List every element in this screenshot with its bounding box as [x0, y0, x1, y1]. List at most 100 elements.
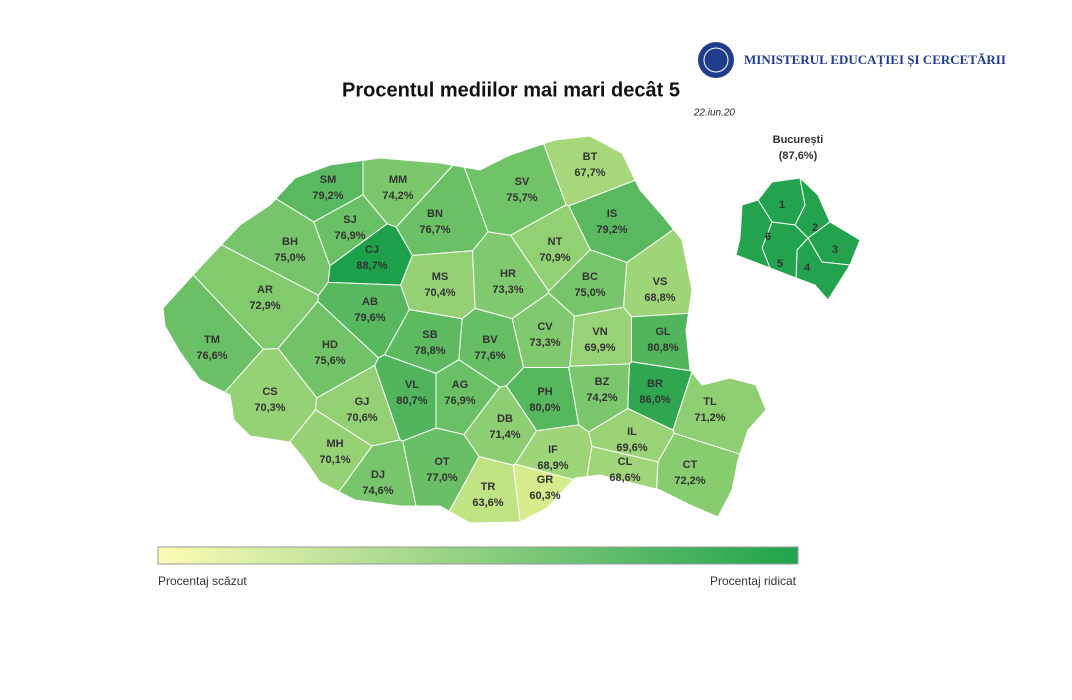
county-value: 76,9% [444, 395, 475, 407]
county-code: HR [500, 268, 516, 280]
counties [162, 135, 767, 524]
county [162, 274, 264, 393]
sector-label: 5 [777, 258, 783, 270]
county-code: TM [204, 334, 220, 346]
labels: SM 79,2% MM 74,2% BT 67,7% SV 75,7% BN 76,7% SJ 76,… [196, 151, 725, 509]
county-value: 69,9% [584, 342, 615, 354]
date: 22.iun.20 [693, 108, 736, 119]
legend-low: Procentaj scăzut [158, 574, 247, 588]
county-code: BT [583, 151, 598, 163]
county-code: AG [452, 379, 469, 391]
county-value: 74,2% [382, 190, 413, 202]
county-code: IF [548, 444, 558, 456]
sector-label: 2 [812, 222, 818, 234]
county-code: BV [482, 334, 498, 346]
county-code: BZ [595, 376, 610, 388]
county-value: 77,6% [474, 350, 505, 362]
county-value: 68,8% [644, 292, 675, 304]
county-code: GL [655, 326, 671, 338]
county-code: DJ [371, 469, 385, 481]
county-value: 80,8% [647, 342, 678, 354]
county-value: 74,2% [586, 392, 617, 404]
county-value: 76,7% [419, 224, 450, 236]
sector [735, 199, 773, 269]
county-code: CJ [365, 244, 379, 256]
county-value: 75,0% [574, 287, 605, 299]
county-value: 71,4% [489, 429, 520, 441]
county-code: BH [282, 236, 298, 248]
county-code: DB [497, 413, 513, 425]
county-code: SM [320, 174, 337, 186]
county-value: 73,3% [529, 337, 560, 349]
bucharest-name: București [773, 134, 824, 146]
county-code: CL [618, 456, 633, 468]
county-code: CT [683, 459, 698, 471]
county-code: GR [537, 474, 554, 486]
county-code: MM [389, 174, 407, 186]
county-code: AB [362, 296, 378, 308]
county-value: 63,6% [472, 497, 503, 509]
county-value: 67,7% [574, 167, 605, 179]
county-code: CS [262, 386, 277, 398]
county-code: OT [434, 456, 450, 468]
county-code: TR [481, 481, 496, 493]
ministry: MINISTERUL EDUCAȚIEI ȘI CERCETĂRII [744, 52, 1006, 68]
legend-bar [157, 546, 799, 565]
county-code: VN [592, 326, 607, 338]
county-value: 79,2% [312, 190, 343, 202]
county-value: 60,3% [529, 490, 560, 502]
county-value: 80,7% [396, 395, 427, 407]
county-value: 79,2% [596, 224, 627, 236]
county-value: 74,6% [362, 485, 393, 497]
county-value: 71,2% [694, 412, 725, 424]
sector-label: 1 [779, 199, 785, 211]
title: Procentul mediilor mai mari decât 5 [342, 79, 680, 101]
county-code: MS [432, 271, 449, 283]
county [514, 424, 593, 481]
county-code: VS [653, 276, 668, 288]
county-value: 79,6% [354, 312, 385, 324]
county-value: 86,0% [639, 394, 670, 406]
bucharest-map: 1 2 3 4 5 6 [735, 176, 861, 301]
county-value: 75,7% [506, 192, 537, 204]
county [656, 432, 741, 518]
county-value: 70,3% [254, 402, 285, 414]
county [288, 409, 373, 493]
sector-label: 3 [832, 244, 838, 256]
county-code: GJ [355, 396, 370, 408]
county-value: 70,4% [424, 287, 455, 299]
sector-label: 6 [765, 231, 771, 243]
county [402, 427, 480, 512]
county-value: 68,9% [537, 460, 568, 472]
county-value: 80,0% [529, 402, 560, 414]
county-value: 69,6% [616, 442, 647, 454]
sector-label: 4 [804, 262, 811, 274]
county-code: NT [548, 236, 563, 248]
county-code: BN [427, 208, 443, 220]
county-value: 72,2% [674, 475, 705, 487]
legend-high: Procentaj ridicat [710, 574, 797, 588]
county-code: CV [537, 321, 553, 333]
county-code: BC [582, 271, 598, 283]
county-value: 76,6% [196, 350, 227, 362]
county-value: 77,0% [426, 472, 457, 484]
county-value: 76,9% [334, 230, 365, 242]
county-value: 75,6% [314, 355, 345, 367]
county-code: TL [703, 396, 717, 408]
county-value: 73,3% [492, 284, 523, 296]
county-code: PH [537, 386, 552, 398]
county-code: AR [257, 284, 273, 296]
county-value: 75,0% [274, 252, 305, 264]
county-value: 68,6% [609, 472, 640, 484]
logo [698, 42, 734, 78]
county-value: 72,9% [249, 300, 280, 312]
county-code: SJ [343, 214, 356, 226]
county-value: 88,7% [356, 260, 387, 272]
county-value: 70,6% [346, 412, 377, 424]
county-code: VL [405, 379, 419, 391]
county-code: IL [627, 426, 637, 438]
county-code: BR [647, 378, 663, 390]
county-value: 70,9% [539, 252, 570, 264]
county-code: SV [515, 176, 530, 188]
county-code: IS [607, 208, 617, 220]
